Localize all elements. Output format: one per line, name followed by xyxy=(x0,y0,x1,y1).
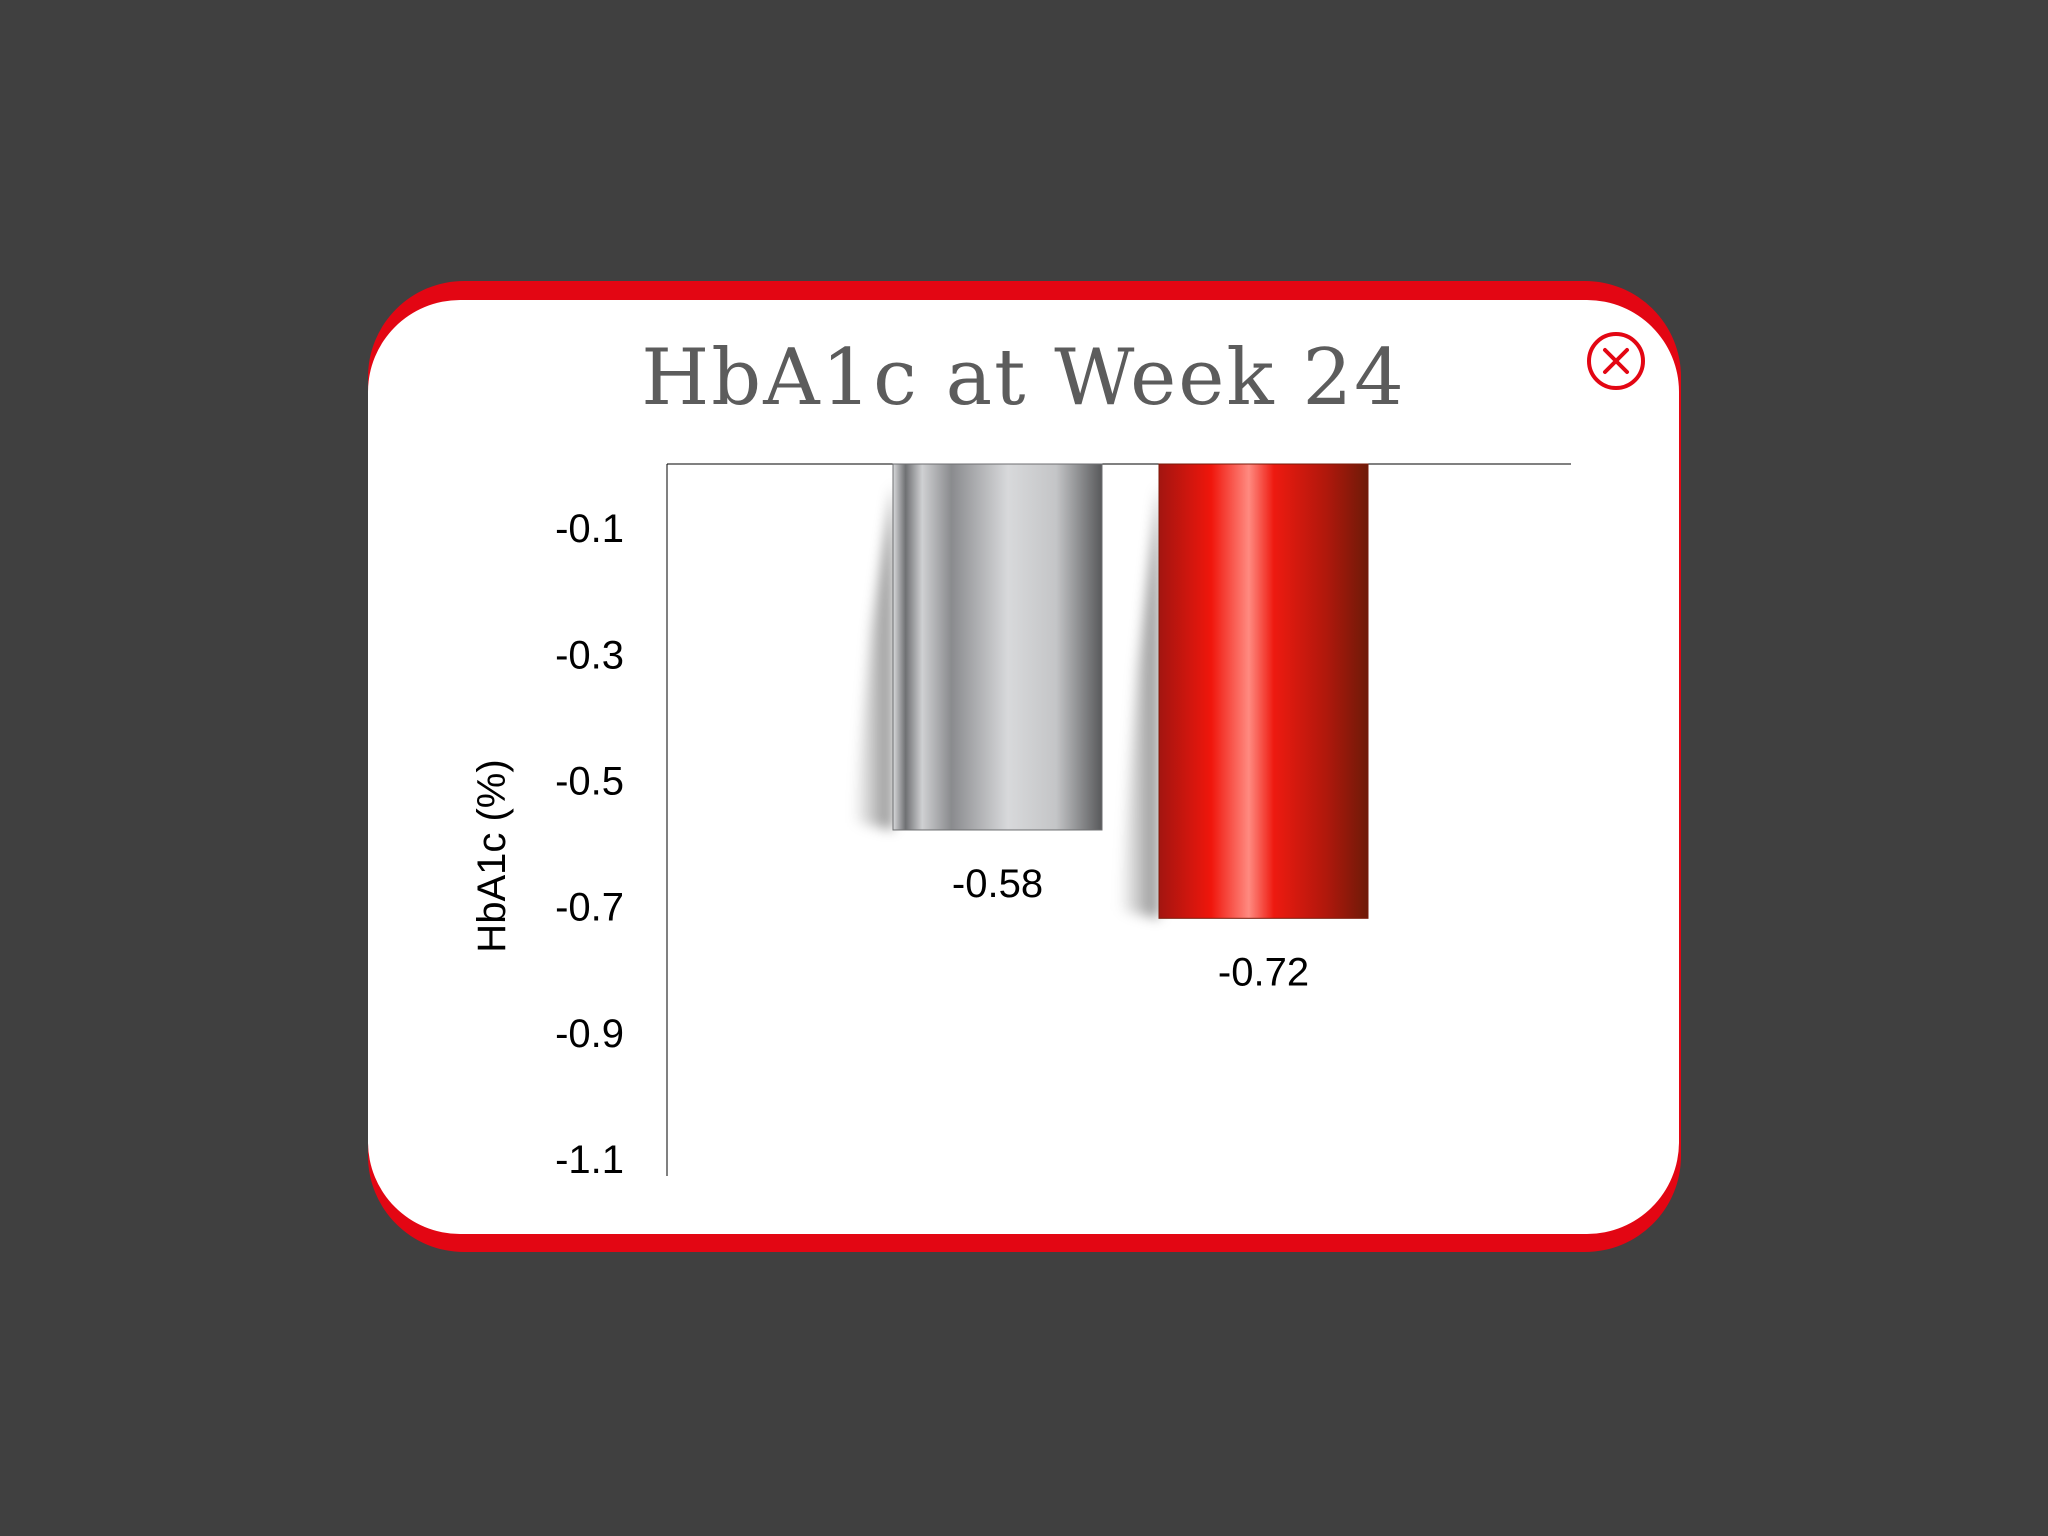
bar-value-label: -0.72 xyxy=(1218,950,1309,994)
y-tick-label: -0.9 xyxy=(555,1012,624,1056)
y-tick-label: -1.1 xyxy=(555,1138,624,1182)
bar-shadow xyxy=(1119,484,1159,919)
y-tick-label: -0.3 xyxy=(555,633,624,677)
bar-1 xyxy=(892,463,1103,831)
bar-value-label: -0.58 xyxy=(952,862,1043,906)
y-tick-label: -0.1 xyxy=(555,507,624,551)
bar-2 xyxy=(1158,463,1369,919)
close-button[interactable] xyxy=(1586,331,1646,391)
y-tick-label: -0.7 xyxy=(555,886,624,930)
y-axis-label: HbA1c (%) xyxy=(470,759,514,952)
y-tick-label: -0.5 xyxy=(555,760,624,804)
close-circle-icon xyxy=(1587,332,1645,390)
bar-shadow xyxy=(853,484,893,830)
chart-title: HbA1c at Week 24 xyxy=(641,333,1406,423)
